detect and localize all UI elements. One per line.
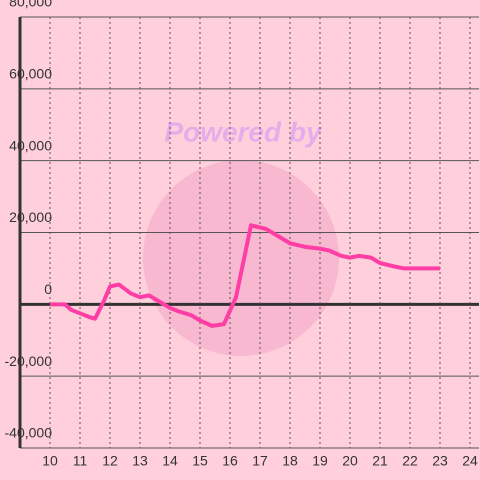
x-tick-label: 23: [432, 453, 448, 469]
x-tick-label: 14: [162, 453, 178, 469]
y-tick-label: 40,000: [9, 137, 52, 153]
x-tick-label: 21: [372, 453, 388, 469]
x-tick-label: 15: [192, 453, 208, 469]
x-tick-label: 13: [132, 453, 148, 469]
x-tick-label: 12: [102, 453, 118, 469]
y-tick-label: -40,000: [5, 425, 53, 441]
y-tick-label: 60,000: [9, 66, 52, 82]
x-tick-label: 10: [42, 453, 58, 469]
y-tick-label: 0: [44, 281, 52, 297]
watermark-image: [143, 160, 339, 356]
x-tick-label: 22: [402, 453, 418, 469]
x-tick-label: 16: [222, 453, 238, 469]
x-tick-label: 19: [312, 453, 328, 469]
x-tick-label: 17: [252, 453, 268, 469]
x-tick-label: 24: [462, 453, 478, 469]
x-tick-label: 11: [73, 453, 88, 469]
x-tick-label: 20: [342, 453, 358, 469]
y-tick-label: 80,000: [9, 0, 52, 10]
y-tick-label: 20,000: [9, 209, 52, 225]
x-tick-label: 18: [282, 453, 298, 469]
watermark: Powered by: [164, 116, 323, 147]
y-tick-label: -20,000: [5, 353, 53, 369]
data-line: [50, 223, 440, 328]
